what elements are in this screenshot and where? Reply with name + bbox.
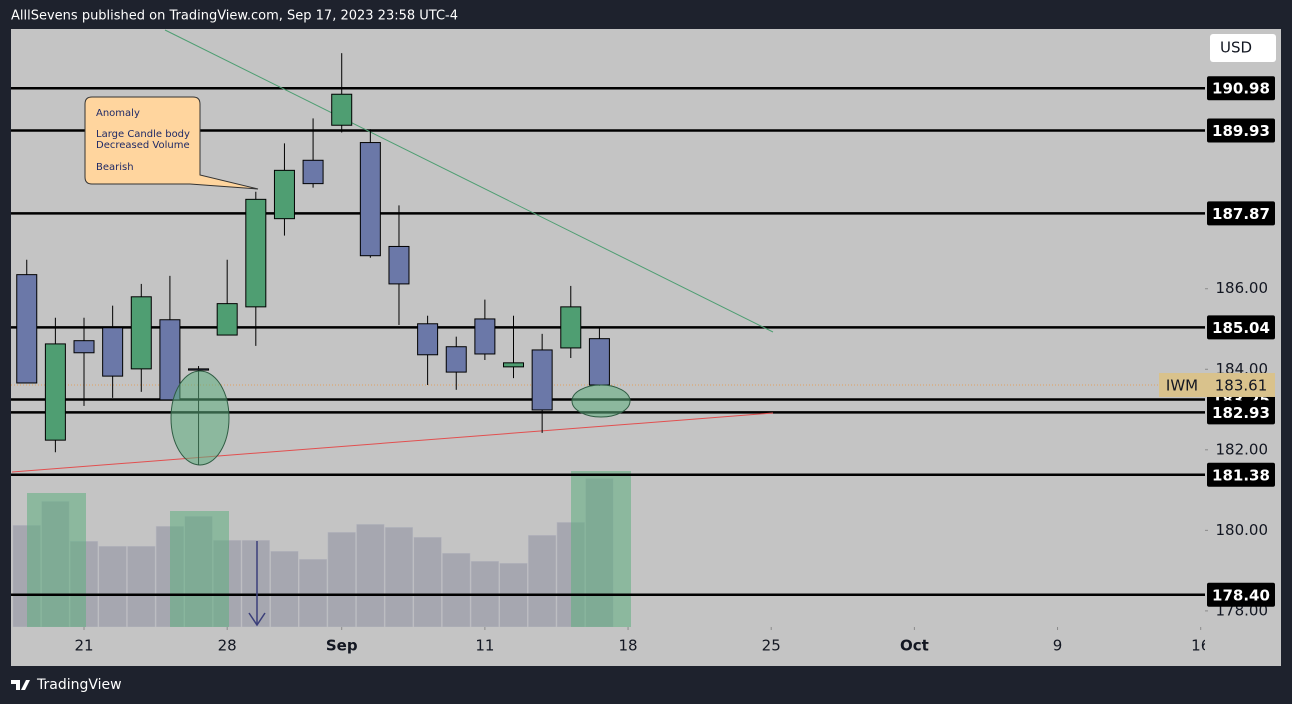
x-tick-label: Sep bbox=[326, 637, 358, 655]
candle-body bbox=[445, 346, 467, 373]
candle-body bbox=[44, 343, 66, 441]
level-label: 181.38 bbox=[1212, 466, 1270, 484]
arrow-head bbox=[248, 612, 266, 627]
highlight-ellipse bbox=[170, 370, 230, 466]
volume-highlight bbox=[27, 493, 86, 627]
last-price-box bbox=[1205, 372, 1275, 397]
candle-body bbox=[159, 319, 181, 401]
volume-highlight bbox=[571, 471, 631, 627]
volume-bar bbox=[327, 532, 356, 627]
candle-body bbox=[560, 306, 582, 349]
x-tick-label: 16 bbox=[1191, 637, 1210, 655]
highlight-ellipse bbox=[571, 384, 631, 418]
publisher-line: AlllSevens published on TradingView.com,… bbox=[11, 9, 458, 24]
volume-bar bbox=[413, 537, 442, 627]
volume-bar bbox=[98, 546, 127, 627]
y-tick-label: 180.00 bbox=[1216, 521, 1269, 539]
candle-body bbox=[130, 296, 152, 370]
candle-body bbox=[503, 362, 525, 368]
callout-line: Bearish bbox=[96, 162, 134, 173]
level-label: 182.93 bbox=[1212, 404, 1270, 422]
trendline bbox=[164, 29, 774, 333]
candle-body bbox=[73, 340, 95, 354]
volume-bar bbox=[384, 527, 414, 627]
volume-bar bbox=[442, 552, 471, 627]
callout bbox=[84, 96, 259, 190]
volume-bar bbox=[299, 558, 328, 627]
level-label: 187.87 bbox=[1212, 205, 1270, 223]
level-label-box bbox=[1207, 582, 1275, 607]
level-label: 190.98 bbox=[1212, 80, 1270, 98]
volume-bar bbox=[528, 535, 557, 627]
level-label-box bbox=[1207, 118, 1275, 143]
x-tick-label: 18 bbox=[618, 637, 637, 655]
currency-box bbox=[1210, 34, 1276, 62]
candle-body bbox=[216, 303, 238, 336]
level-label-box bbox=[1207, 400, 1275, 425]
candle-body bbox=[245, 198, 267, 308]
level-label: 189.93 bbox=[1212, 122, 1270, 140]
x-tick-label: 25 bbox=[762, 637, 781, 655]
candle-body bbox=[331, 93, 353, 126]
candle-body bbox=[474, 318, 496, 355]
level-label-box bbox=[1207, 462, 1275, 487]
brand: TradingView bbox=[36, 677, 122, 693]
candle-body bbox=[417, 323, 439, 356]
x-tick-label: 9 bbox=[1053, 637, 1063, 655]
candle-body bbox=[16, 274, 38, 384]
candle-body bbox=[588, 338, 610, 386]
price-labels: 190.98189.93187.87185.04183.25182.93181.… bbox=[1159, 76, 1275, 607]
callout-line: Decreased Volume bbox=[96, 140, 190, 151]
volume-highlight bbox=[170, 511, 229, 627]
volume-highlights bbox=[27, 471, 631, 627]
candle-body bbox=[359, 142, 381, 257]
candle-body bbox=[102, 327, 124, 377]
level-label: 178.40 bbox=[1212, 586, 1270, 604]
volume-bar bbox=[356, 524, 385, 627]
currency: USD bbox=[1220, 39, 1252, 57]
candle-body bbox=[188, 368, 210, 371]
candle-body bbox=[531, 349, 553, 411]
x-tick-label: 21 bbox=[74, 637, 93, 655]
candle-body bbox=[302, 159, 324, 185]
callout-line: Anomaly bbox=[96, 108, 140, 119]
brand-logo bbox=[11, 680, 30, 690]
y-tick-label: 186.00 bbox=[1216, 279, 1269, 297]
level-label: 185.04 bbox=[1212, 319, 1270, 337]
last-price-label: 183.61 bbox=[1215, 376, 1268, 394]
volume-bar bbox=[127, 546, 156, 627]
candles-layer bbox=[16, 53, 610, 466]
level-label-box bbox=[1207, 315, 1275, 340]
level-label-box bbox=[1207, 201, 1275, 226]
candle-body bbox=[273, 169, 295, 220]
candle-body bbox=[388, 245, 410, 285]
trendline bbox=[11, 412, 774, 473]
x-tick-label: 28 bbox=[218, 637, 237, 655]
y-tick-label: 182.00 bbox=[1216, 440, 1269, 458]
symbol-box bbox=[1159, 372, 1205, 397]
x-tick-label: 11 bbox=[475, 637, 494, 655]
x-tick-label: Oct bbox=[900, 637, 929, 655]
callout-line: Large Candle body bbox=[96, 129, 190, 140]
trendlines bbox=[11, 29, 774, 627]
symbol-label: IWM bbox=[1166, 376, 1198, 394]
level-label-box bbox=[1207, 76, 1275, 101]
volume-bar bbox=[241, 540, 270, 627]
volume-bar bbox=[270, 551, 299, 627]
